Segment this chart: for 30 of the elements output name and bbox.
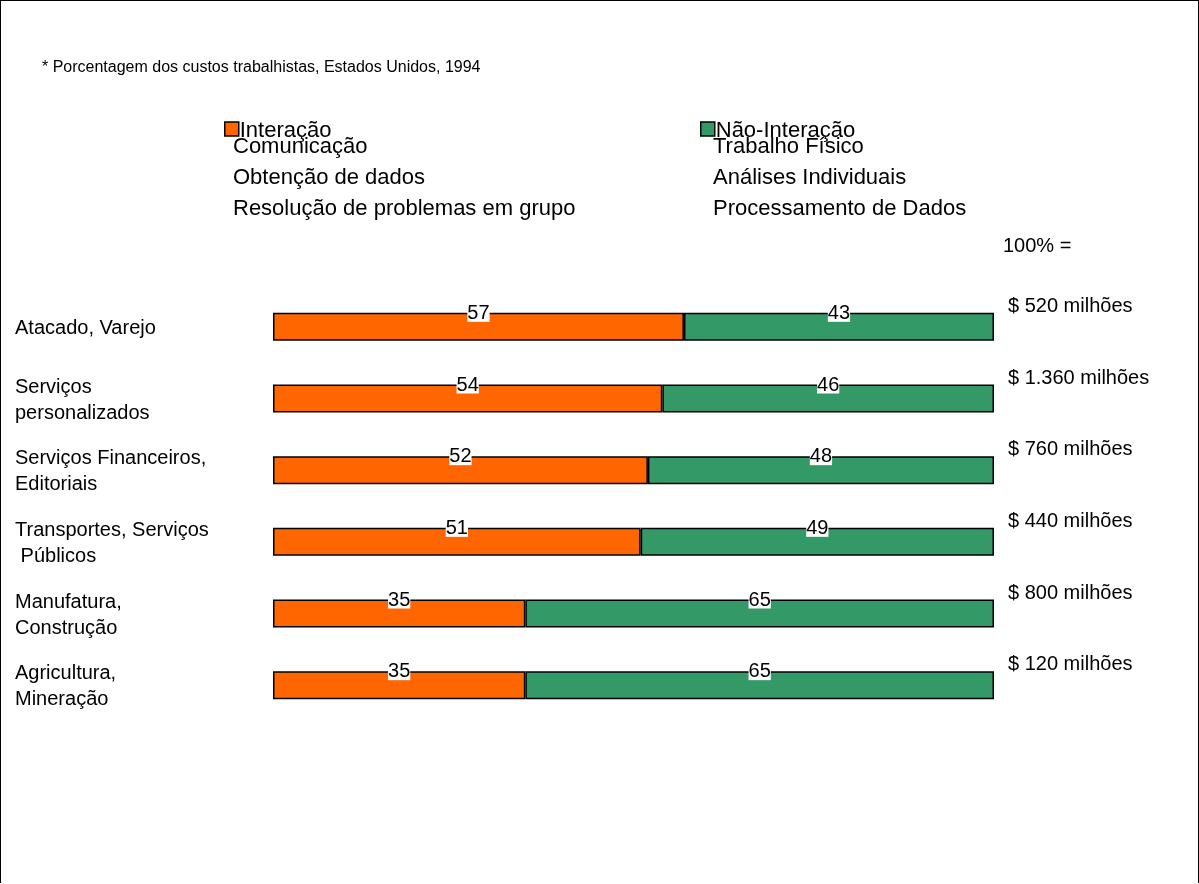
data-label: 48 — [809, 444, 833, 467]
data-label: 54 — [456, 372, 479, 395]
text: $ 800 milhões — [1008, 580, 1133, 603]
y-tick-label: Serviços personalizados — [15, 374, 150, 423]
data-label: 35 — [388, 659, 411, 682]
data-label: 46 — [817, 372, 840, 395]
data-label: 65 — [748, 587, 771, 610]
data-label: 51 — [445, 515, 468, 538]
data-label: 65 — [748, 659, 771, 682]
y-tick-label: Atacado, Varejo — [15, 315, 156, 338]
text: $ 1.360 milhões — [1008, 365, 1150, 388]
chart-subtitle: * Porcentagem dos custos trabalhistas, Estados Unidos, 1994 — [42, 57, 481, 75]
text: Processamento de Dados — [713, 194, 967, 220]
text: $ 520 milhões — [1008, 293, 1133, 316]
text: Análises Individuais — [713, 163, 907, 189]
data-label: 52 — [449, 444, 472, 467]
y-tick-label: Serviços Financeiros, Editoriais — [15, 446, 212, 495]
data-label: 49 — [806, 515, 829, 538]
data-label: 57 — [467, 300, 490, 323]
y-tick-label: Agricultura, Mineração — [15, 661, 122, 710]
text: $ 760 milhões — [1008, 437, 1133, 460]
y-tick-label: Manufatura, Construção — [15, 589, 128, 638]
y-tick-label: Transportes, Serviços Públicos — [15, 517, 209, 566]
data-label: 35 — [388, 587, 411, 610]
text: $ 440 milhões — [1008, 508, 1133, 531]
data-label: 43 — [827, 300, 851, 323]
text: $ 120 milhões — [1008, 652, 1133, 675]
text: 100% = — [1003, 234, 1072, 256]
text: Obtenção de dados — [233, 163, 426, 189]
text: Resolução de problemas em grupo — [233, 194, 576, 220]
